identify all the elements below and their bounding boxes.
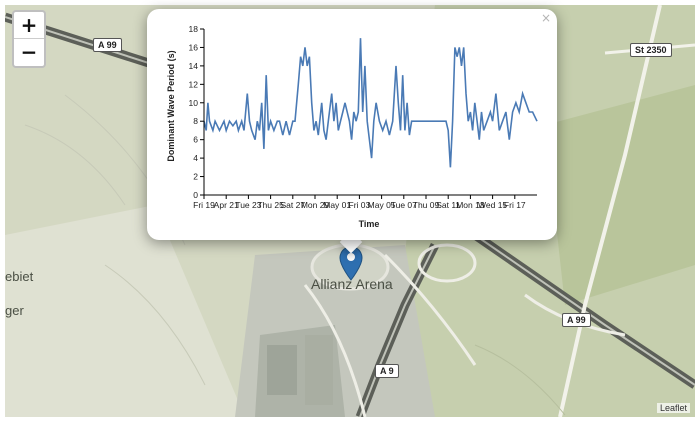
y-tick-label: 14 [189,61,199,71]
x-tick-label: Fri 17 [504,200,526,210]
y-tick-label: 2 [193,172,198,182]
road-label-st2350: St 2350 [630,43,672,57]
x-tick-label: Thu 09 [413,200,440,210]
place-label-edge-2: ger [5,303,24,318]
x-tick-label: Tue 07 [391,200,417,210]
x-tick-label: Mon 13 [456,200,485,210]
y-tick-label: 6 [193,135,198,145]
popup-close-button[interactable]: × [540,11,551,25]
y-tick-label: 4 [193,153,198,163]
x-tick-label: Sat 27 [281,200,306,210]
x-tick-label: Tue 23 [235,200,261,210]
y-tick-label: 16 [189,42,199,52]
x-tick-label: Sat 11 [436,200,460,210]
zoom-out-button[interactable]: − [14,38,44,65]
y-tick-label: 10 [189,98,199,108]
road-label-a99-right: A 99 [562,313,591,327]
zoom-control: + − [12,10,46,68]
place-label-edge-1: ebiet [5,269,34,284]
map-popup: × 0 2 4 6 8 10 12 14 16 18 Fri 19 Apr 21 Tue 23 Thu … [147,9,557,240]
x-tick-label: Wed 15 [478,200,507,210]
zoom-in-button[interactable]: + [20,13,38,37]
x-tick-label: May 05 [368,200,396,210]
map-marker-icon[interactable] [339,246,363,282]
x-tick-label: Fri 19 [193,200,215,210]
road-label-a99-top: A 99 [93,38,122,52]
x-axis-label: Time [359,219,380,229]
place-label-allianz-arena: Allianz Arena [311,276,393,292]
x-tick-label: Thu 25 [257,200,284,210]
series-line [203,38,538,168]
y-axis-label: Dominant Wave Period (s) [166,50,176,161]
y-tick-label: 8 [193,116,198,126]
x-tick-label: Apr 21 [214,200,239,210]
road-label-a9: A 9 [375,364,399,378]
map-attribution[interactable]: Leaflet [656,403,690,413]
x-tick-label: May 01 [323,200,351,210]
y-tick-label: 0 [193,190,198,200]
y-tick-label: 18 [189,24,199,34]
y-tick-label: 12 [189,79,199,89]
x-tick-label: Mon 29 [301,200,330,210]
x-tick-label: Fri 03 [349,200,371,210]
